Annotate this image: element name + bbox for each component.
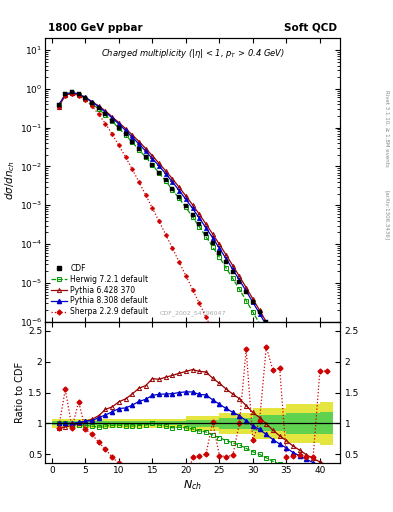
Text: Rivet 3.1.10, ≥ 1.8M events: Rivet 3.1.10, ≥ 1.8M events	[384, 90, 389, 166]
Text: [arXiv:1306.3436]: [arXiv:1306.3436]	[384, 190, 389, 240]
Y-axis label: Ratio to CDF: Ratio to CDF	[15, 362, 25, 423]
Y-axis label: $d\sigma/dn_{ch}$: $d\sigma/dn_{ch}$	[3, 160, 17, 200]
Text: CDF_2002_S4796047: CDF_2002_S4796047	[159, 310, 226, 316]
Text: 1800 GeV ppbar: 1800 GeV ppbar	[48, 23, 143, 33]
Text: Soft QCD: Soft QCD	[284, 23, 337, 33]
Text: Charged multiplicity ($|\eta|$ < 1, $p_T$ > 0.4 GeV): Charged multiplicity ($|\eta|$ < 1, $p_T…	[101, 47, 285, 60]
X-axis label: $N_{ch}$: $N_{ch}$	[183, 478, 202, 492]
Legend: CDF, Herwig 7.2.1 default, Pythia 6.428 370, Pythia 8.308 default, Sherpa 2.2.9 : CDF, Herwig 7.2.1 default, Pythia 6.428 …	[49, 262, 150, 318]
